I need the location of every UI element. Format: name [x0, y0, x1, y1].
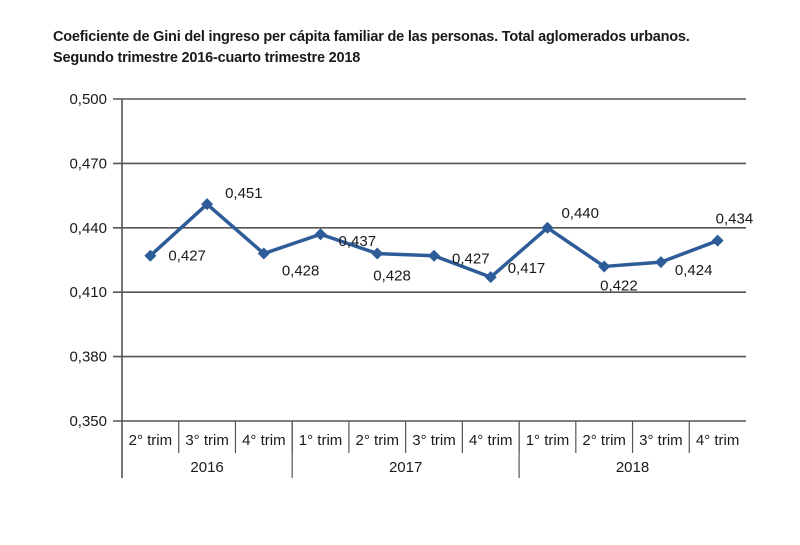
data-label: 0,440 [561, 205, 599, 222]
x-tick-label: 4° trim [242, 432, 286, 449]
data-point-marker [598, 260, 611, 273]
y-tick-label: 0,380 [69, 349, 107, 366]
year-label: 2016 [190, 459, 223, 476]
data-label: 0,417 [508, 260, 546, 277]
x-tick-label: 1° trim [526, 432, 570, 449]
x-tick-label: 3° trim [185, 432, 229, 449]
chart-title-block: Coeficiente de Gini del ingreso per cápi… [53, 27, 690, 69]
year-label: 2018 [616, 459, 649, 476]
year-label: 2017 [389, 459, 422, 476]
data-point-marker [371, 247, 384, 260]
y-tick-label: 0,470 [69, 155, 107, 172]
data-label: 0,451 [225, 185, 263, 202]
data-label: 0,428 [282, 263, 320, 280]
data-point-marker [541, 221, 554, 234]
x-tick-label: 3° trim [412, 432, 456, 449]
series-line [149, 202, 719, 279]
data-label: 0,427 [452, 251, 490, 268]
data-label: 0,437 [339, 233, 377, 250]
x-tick-label: 2° trim [582, 432, 626, 449]
data-point-marker [484, 271, 497, 284]
data-label: 0,424 [675, 262, 713, 279]
data-point-marker [314, 228, 327, 241]
x-tick-label: 2° trim [356, 432, 400, 449]
y-tick-label: 0,410 [69, 284, 107, 301]
data-label: 0,428 [373, 268, 411, 285]
y-tick-label: 0,350 [69, 413, 107, 430]
x-tick-label: 4° trim [469, 432, 513, 449]
x-tick-label: 4° trim [696, 432, 740, 449]
data-label: 0,434 [716, 211, 754, 228]
chart-subtitle: Segundo trimestre 2016-cuarto trimestre … [53, 50, 361, 66]
data-point-marker [201, 198, 214, 211]
data-point-marker [428, 249, 440, 262]
x-tick-label: 3° trim [639, 432, 683, 449]
x-tick-label: 2° trim [129, 432, 173, 449]
y-tick-label: 0,500 [69, 91, 107, 108]
data-label: 0,427 [168, 248, 206, 265]
y-tick-label: 0,440 [69, 220, 107, 237]
data-point-marker [711, 234, 724, 247]
data-point-marker [257, 247, 270, 260]
data-label: 0,422 [600, 277, 638, 294]
chart-title: Coeficiente de Gini del ingreso per cápi… [53, 29, 690, 45]
x-tick-label: 1° trim [299, 432, 343, 449]
data-point-marker [144, 249, 157, 262]
data-point-marker [654, 256, 667, 269]
